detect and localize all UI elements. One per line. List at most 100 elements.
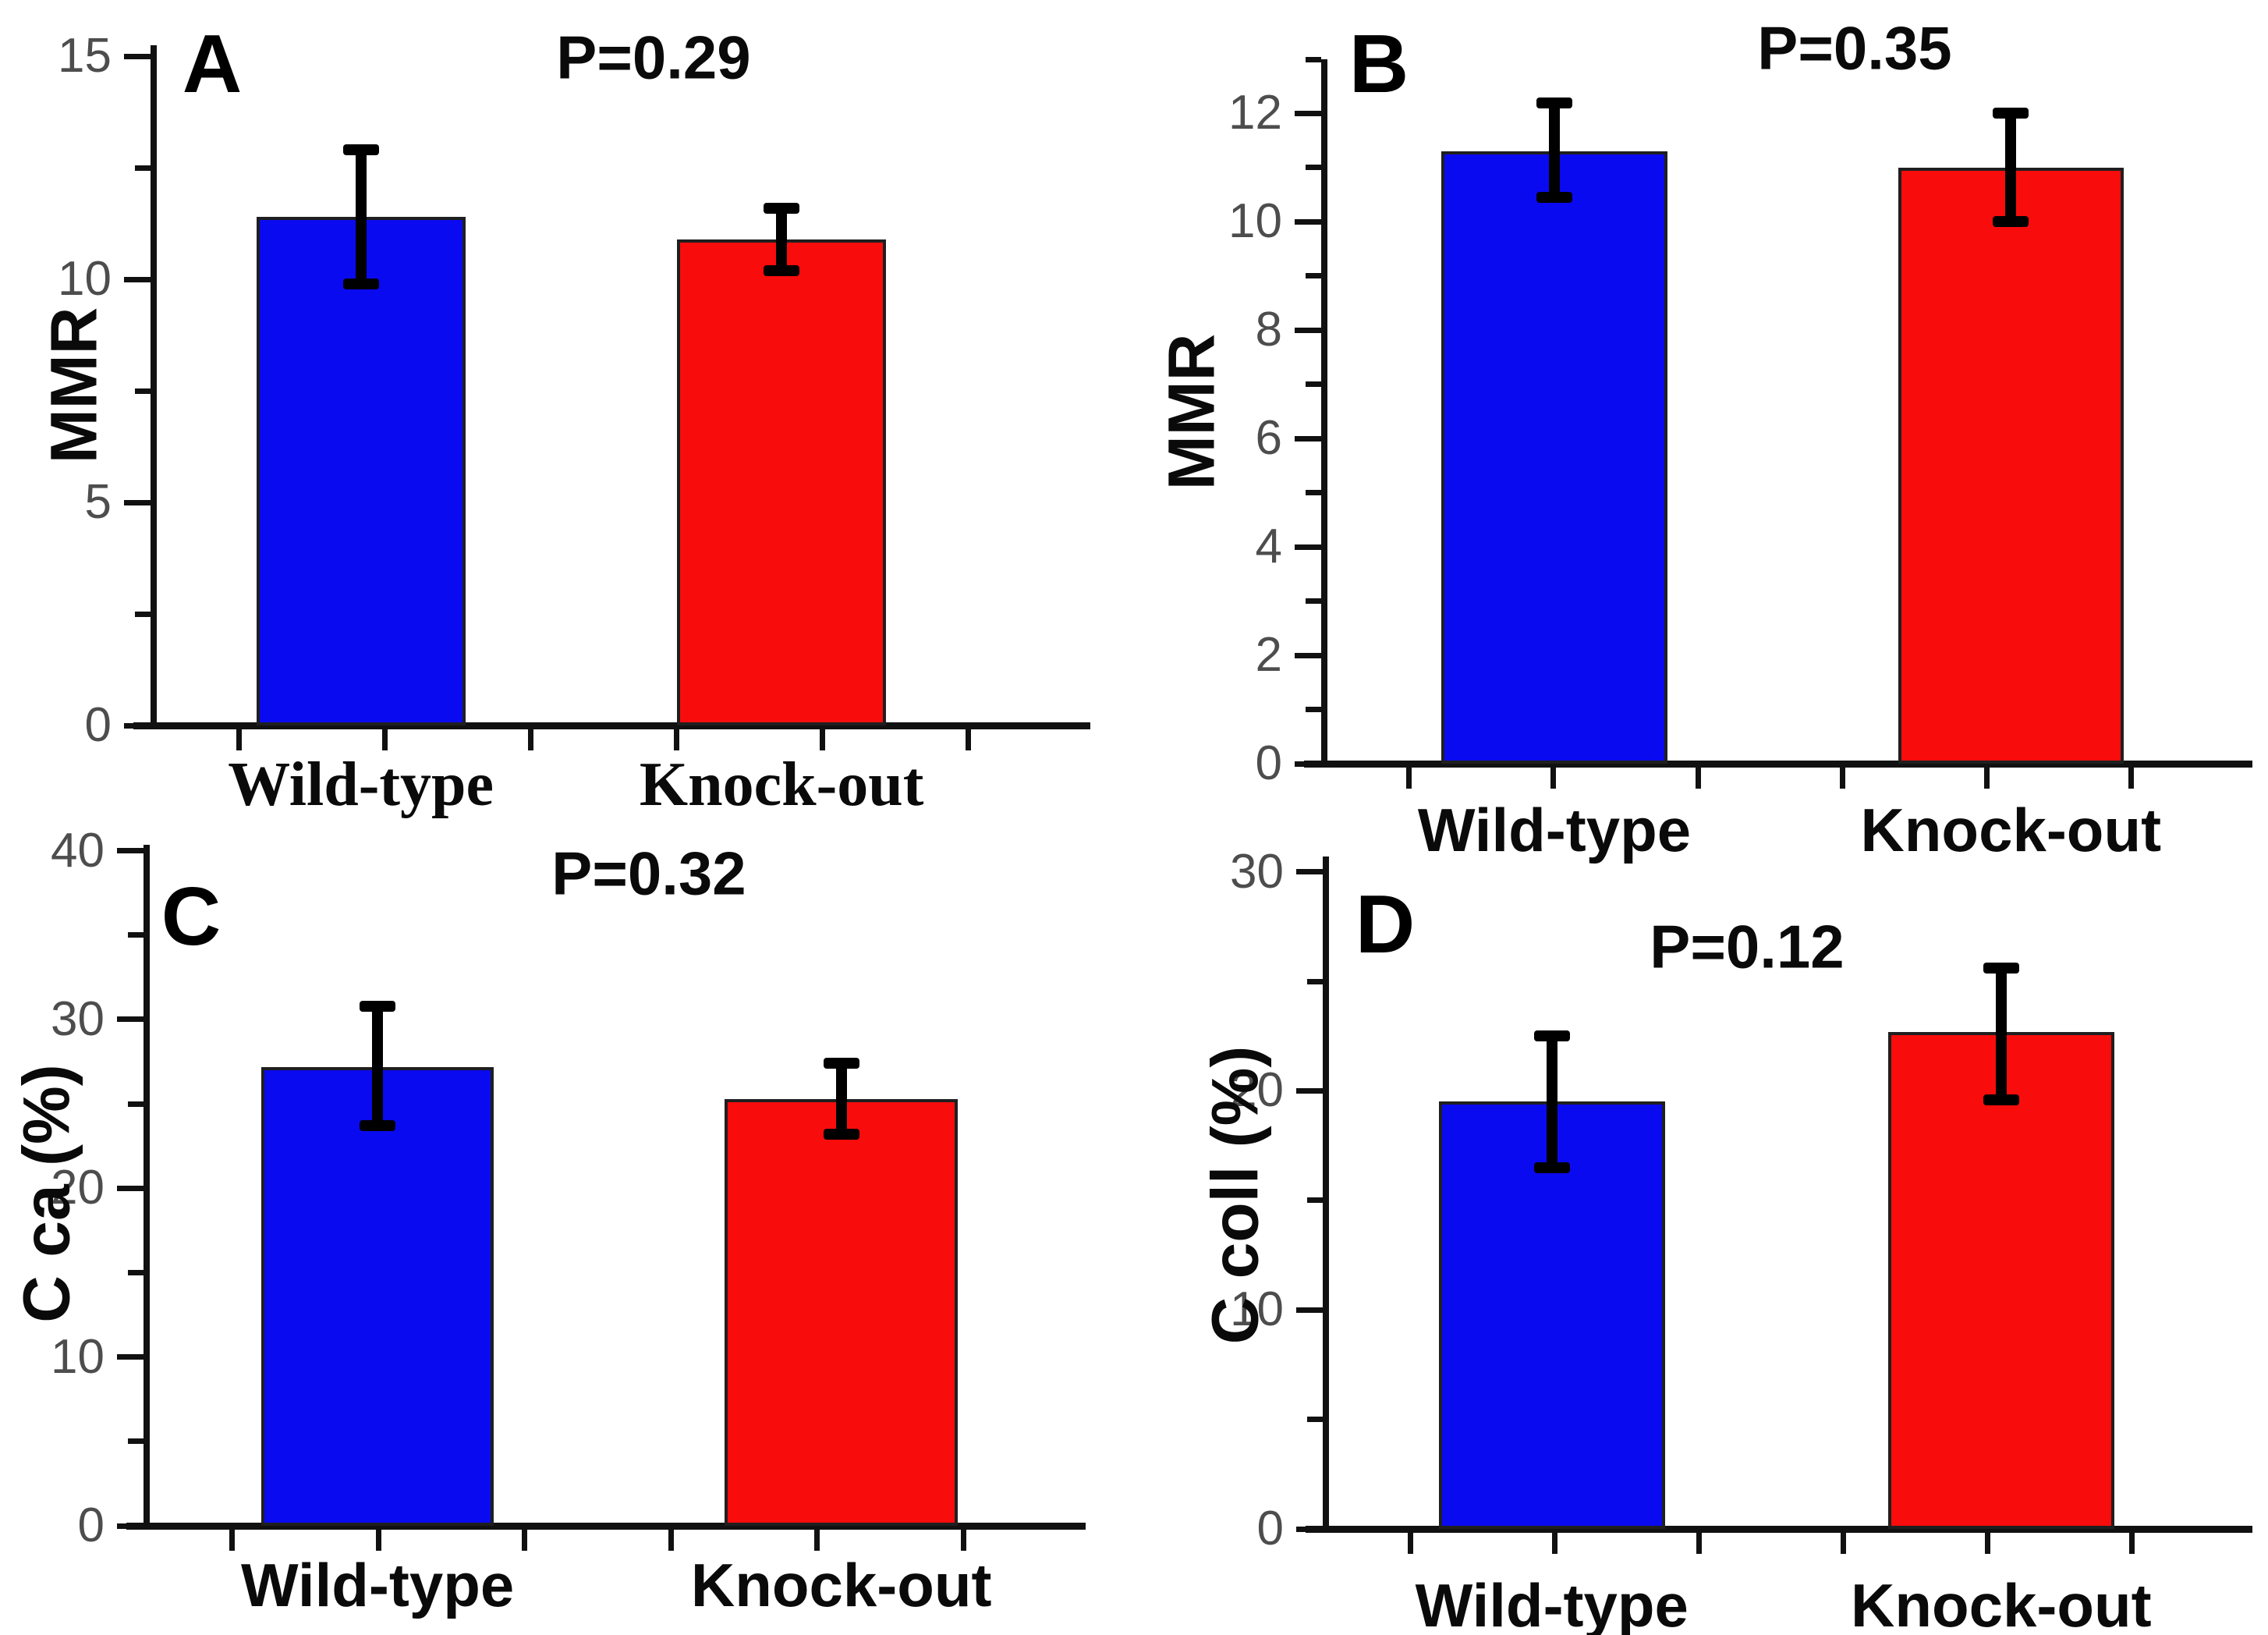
bar-D-knock-out bbox=[1887, 1031, 2114, 1529]
error-bar-cap-top-B-0 bbox=[1536, 97, 1572, 108]
error-bar-cap-top-A-1 bbox=[764, 202, 800, 214]
y-major-tick bbox=[117, 1523, 144, 1529]
y-major-tick bbox=[1296, 1526, 1323, 1532]
error-bar-line-B-1 bbox=[2005, 113, 2017, 222]
y-minor-tick bbox=[1306, 56, 1321, 62]
y-axis-line bbox=[144, 845, 150, 1529]
panel-letter-B: B bbox=[1348, 18, 1409, 110]
x-minor-tick-3 bbox=[674, 729, 680, 750]
y-tick-label-12: 12 bbox=[1228, 86, 1282, 140]
y-minor-tick bbox=[1306, 273, 1321, 279]
y-tick-label-10: 10 bbox=[51, 1329, 105, 1384]
y-major-tick bbox=[1296, 1087, 1323, 1094]
x-minor-tick-2 bbox=[528, 729, 534, 750]
y-minor-tick bbox=[135, 611, 151, 617]
x-axis-line bbox=[126, 1523, 1086, 1530]
bar-A-knock-out bbox=[677, 239, 887, 725]
error-bar-cap-bottom-D-1 bbox=[1983, 1094, 2019, 1105]
error-bar-cap-bottom-A-1 bbox=[764, 264, 800, 276]
panel-letter-C: C bbox=[161, 871, 221, 963]
y-tick-label-0: 0 bbox=[84, 698, 112, 752]
x-minor-tick-2 bbox=[522, 1529, 528, 1551]
x-minor-tick-3 bbox=[1840, 1532, 1846, 1554]
y-major-tick bbox=[124, 276, 151, 282]
x-category-label-B-wild-type: Wild-type bbox=[1417, 796, 1692, 864]
bar-D-wild-type bbox=[1438, 1101, 1665, 1529]
x-category-label-C-knock-out: Knock-out bbox=[690, 1551, 992, 1619]
x-minor-tick-5 bbox=[960, 1529, 966, 1551]
bar-B-knock-out bbox=[1898, 167, 2124, 764]
error-bar-line-D-1 bbox=[1995, 968, 2007, 1100]
x-minor-tick-1 bbox=[1550, 767, 1557, 789]
y-axis-line bbox=[1321, 59, 1327, 767]
y-major-tick bbox=[124, 499, 151, 505]
x-category-label-B-knock-out: Knock-out bbox=[1860, 796, 2162, 864]
error-bar-cap-bottom-A-0 bbox=[342, 278, 379, 289]
y-major-tick bbox=[124, 53, 151, 59]
p-value-label-A: P=0.29 bbox=[556, 23, 751, 92]
p-value-label-B: P=0.35 bbox=[1757, 13, 1952, 83]
x-minor-tick-4 bbox=[1984, 1532, 1990, 1554]
error-bar-cap-top-A-0 bbox=[342, 144, 379, 156]
y-minor-tick bbox=[1307, 1417, 1323, 1423]
y-minor-tick bbox=[128, 1438, 144, 1445]
error-bar-line-C-1 bbox=[835, 1063, 847, 1135]
y-tick-label-10: 10 bbox=[1228, 194, 1282, 249]
error-bar-line-B-0 bbox=[1549, 102, 1560, 198]
y-tick-label-10: 10 bbox=[1230, 1282, 1284, 1337]
y-major-tick bbox=[1295, 761, 1321, 767]
panel-letter-D: D bbox=[1355, 878, 1416, 970]
error-bar-line-D-0 bbox=[1546, 1036, 1557, 1168]
error-bar-cap-bottom-D-0 bbox=[1533, 1162, 1570, 1173]
error-bar-cap-bottom-C-1 bbox=[823, 1129, 859, 1140]
x-minor-tick-2 bbox=[1696, 1532, 1702, 1554]
y-major-tick bbox=[1295, 435, 1321, 442]
y-minor-tick bbox=[1306, 490, 1321, 496]
y-tick-label-8: 8 bbox=[1255, 303, 1282, 357]
error-bar-cap-top-C-0 bbox=[360, 1000, 396, 1012]
error-bar-cap-bottom-B-1 bbox=[1993, 216, 2029, 228]
y-minor-tick bbox=[128, 1269, 144, 1275]
x-category-label-C-wild-type: Wild-type bbox=[240, 1551, 515, 1619]
y-major-tick bbox=[1295, 544, 1321, 550]
x-axis-line bbox=[1306, 1526, 2252, 1533]
y-tick-label-6: 6 bbox=[1255, 411, 1282, 466]
y-tick-label-30: 30 bbox=[51, 991, 105, 1046]
y-minor-tick bbox=[1306, 598, 1321, 605]
y-major-tick bbox=[117, 1354, 144, 1360]
y-major-tick bbox=[117, 848, 144, 854]
y-major-tick bbox=[1295, 652, 1321, 658]
y-minor-tick bbox=[1306, 707, 1321, 713]
error-bar-cap-top-C-1 bbox=[823, 1058, 859, 1069]
y-major-tick bbox=[1295, 110, 1321, 116]
y-tick-label-0: 0 bbox=[1255, 736, 1282, 790]
y-minor-tick bbox=[1307, 978, 1323, 984]
bar-C-wild-type bbox=[260, 1066, 494, 1526]
error-bar-line-A-0 bbox=[355, 150, 367, 284]
y-tick-label-4: 4 bbox=[1255, 520, 1282, 574]
x-minor-tick-5 bbox=[2128, 767, 2135, 789]
x-minor-tick-0 bbox=[1406, 767, 1412, 789]
error-bar-line-C-0 bbox=[372, 1005, 384, 1126]
x-category-label-A-knock-out: Knock-out bbox=[639, 750, 924, 819]
x-minor-tick-2 bbox=[1695, 767, 1701, 789]
y-major-tick bbox=[124, 722, 151, 729]
y-major-tick bbox=[1296, 1307, 1323, 1313]
y-tick-label-10: 10 bbox=[58, 252, 112, 307]
bar-C-knock-out bbox=[725, 1098, 958, 1526]
error-bar-line-A-1 bbox=[776, 207, 788, 271]
y-minor-tick bbox=[128, 932, 144, 938]
x-minor-tick-4 bbox=[820, 729, 826, 750]
error-bar-cap-bottom-C-0 bbox=[360, 1120, 396, 1132]
x-minor-tick-1 bbox=[375, 1529, 381, 1551]
bar-A-wild-type bbox=[256, 217, 466, 725]
x-minor-tick-0 bbox=[229, 1529, 236, 1551]
x-category-label-A-wild-type: Wild-type bbox=[228, 750, 494, 819]
y-minor-tick bbox=[1307, 1197, 1323, 1204]
y-tick-label-15: 15 bbox=[58, 29, 112, 83]
x-minor-tick-5 bbox=[2128, 1532, 2135, 1554]
y-major-tick bbox=[1295, 327, 1321, 333]
y-axis-line bbox=[1323, 857, 1329, 1532]
bar-B-wild-type bbox=[1441, 151, 1667, 764]
